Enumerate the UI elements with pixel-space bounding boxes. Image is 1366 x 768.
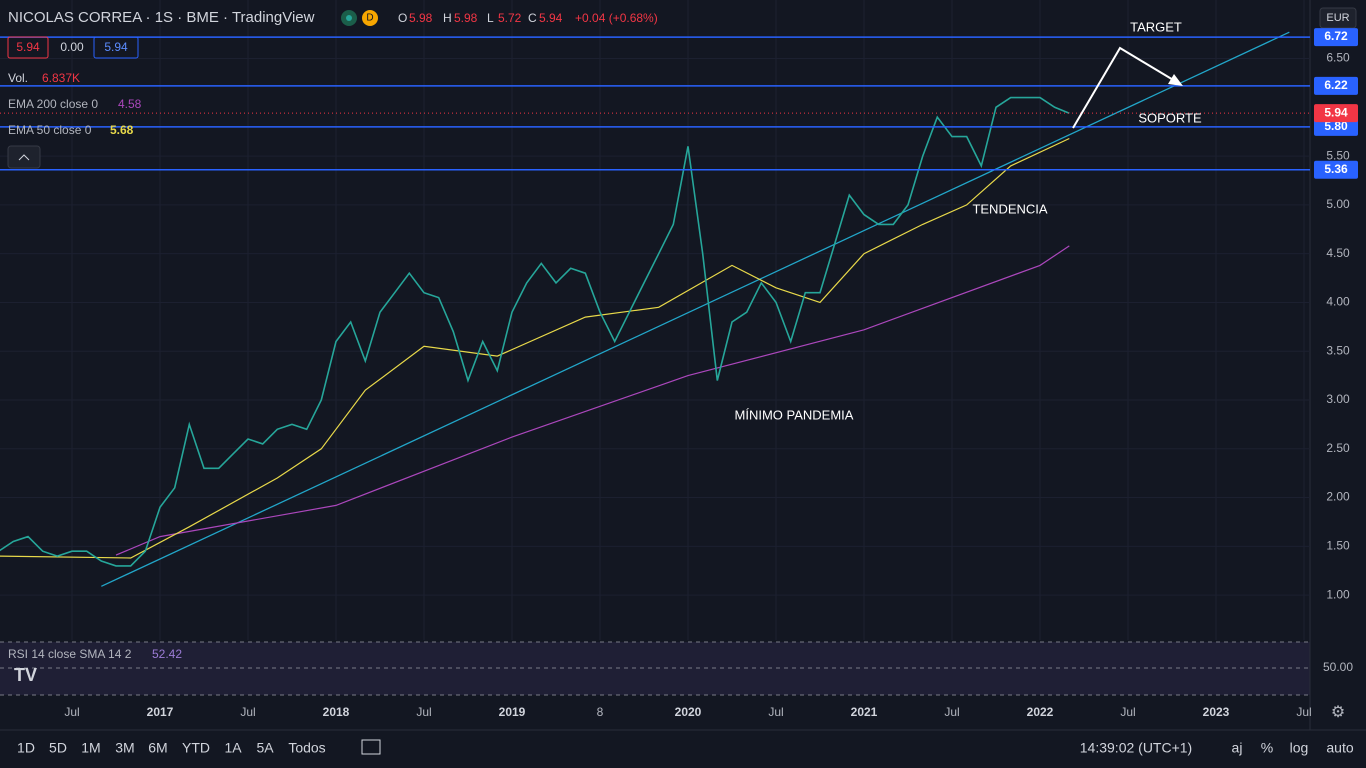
- collapse-icon: [18, 154, 30, 161]
- ohlc-key: O: [398, 11, 407, 25]
- badge: [7, 36, 49, 59]
- y-tick-label: 2.50: [1326, 441, 1350, 455]
- collapse-button[interactable]: [7, 145, 41, 169]
- vol-value: 6.837K: [42, 71, 80, 85]
- x-tick-label: 2020: [675, 705, 702, 719]
- x-tick-label: 2023: [1203, 705, 1230, 719]
- level-label: 5.36: [1324, 162, 1348, 176]
- range-button[interactable]: 1A: [224, 740, 242, 756]
- y-tick-label: 1.50: [1326, 539, 1350, 553]
- scale-option[interactable]: %: [1261, 740, 1273, 756]
- level-badge: [1314, 76, 1358, 95]
- ohlc-key: L: [487, 11, 494, 25]
- level-label: 5.80: [1324, 119, 1348, 133]
- range-button[interactable]: Todos: [288, 740, 325, 756]
- y-tick-label: 3.00: [1326, 392, 1350, 406]
- level-badge: [1314, 117, 1358, 136]
- ema200-value: 4.58: [118, 97, 142, 111]
- rsi-value: 52.42: [152, 647, 182, 661]
- y-tick-label: 4.50: [1326, 246, 1350, 260]
- x-tick-label: 2021: [851, 705, 878, 719]
- ohlc-value: 5.94: [539, 11, 563, 25]
- range-button[interactable]: 5A: [256, 740, 274, 756]
- x-tick-label: Jul: [240, 705, 255, 719]
- arrow-head: [1168, 74, 1183, 86]
- ema-line: [0, 137, 1070, 559]
- y-tick-label: 5.50: [1326, 148, 1350, 162]
- y-tick-label: 6.50: [1326, 51, 1350, 65]
- last-price-label: 5.94: [1324, 105, 1348, 119]
- range-button[interactable]: 3M: [115, 740, 134, 756]
- price-line: [0, 96, 1070, 567]
- annotation: SOPORTE: [1138, 110, 1202, 125]
- range-button[interactable]: 1D: [17, 740, 35, 756]
- scale-option[interactable]: log: [1290, 740, 1309, 756]
- x-tick-label: Jul: [1296, 705, 1311, 719]
- x-tick-label: 2017: [147, 705, 174, 719]
- target-arrow: [1072, 46, 1181, 129]
- badge-text: 0.00: [60, 40, 84, 54]
- range-button[interactable]: 6M: [148, 740, 167, 756]
- rsi-scale: 50.00: [1323, 660, 1353, 674]
- ohlc-key: C: [528, 11, 537, 25]
- clock: 14:39:02 (UTC+1): [1080, 740, 1192, 756]
- x-tick-label: Jul: [944, 705, 959, 719]
- badge: [93, 36, 139, 59]
- x-tick-label: 2018: [323, 705, 350, 719]
- y-tick-label: 5.00: [1326, 197, 1350, 211]
- ui: NICOLAS CORREA · 1S · BME · TradingView …: [7, 7, 1358, 756]
- x-tick-label: Jul: [64, 705, 79, 719]
- rsi-label: RSI 14 close SMA 14 2: [8, 647, 132, 661]
- date-range-icon[interactable]: [361, 739, 381, 755]
- annotation: MÍNIMO PANDEMIA: [735, 407, 854, 422]
- level-badge: [1314, 160, 1358, 179]
- ema50-value: 5.68: [110, 123, 134, 137]
- trendline: [101, 31, 1290, 587]
- annotation: TARGET: [1130, 19, 1182, 34]
- badge-text: 5.94: [104, 40, 128, 54]
- ohlc-value: 5.98: [454, 11, 478, 25]
- x-tick-label: 8: [597, 705, 604, 719]
- ema50-label: EMA 50 close 0: [8, 123, 92, 137]
- currency-button[interactable]: [1319, 7, 1357, 29]
- level-label: 6.22: [1324, 78, 1348, 92]
- delay-flag-label: D: [366, 13, 373, 24]
- ohlc-value: 5.98: [409, 11, 433, 25]
- ema-line: [115, 245, 1070, 556]
- x-tick-label: 2019: [499, 705, 526, 719]
- level-label: 6.72: [1324, 29, 1348, 43]
- range-button[interactable]: 5D: [49, 740, 67, 756]
- vol-label: Vol.: [8, 71, 28, 85]
- ohlc-change: +0.04 (+0.68%): [575, 11, 658, 25]
- badge-text: 5.94: [16, 40, 40, 54]
- level-badge: [1314, 28, 1358, 47]
- delay-flag: [362, 10, 378, 26]
- range-button[interactable]: YTD: [182, 740, 210, 756]
- scale-option[interactable]: aj: [1232, 740, 1243, 756]
- x-tick-label: Jul: [416, 705, 431, 719]
- logo: TV: [14, 665, 37, 685]
- y-tick-label: 4.00: [1326, 295, 1350, 309]
- y-tick-label: 2.00: [1326, 490, 1350, 504]
- settings-icon[interactable]: ⚙: [1331, 704, 1345, 721]
- last-price-badge: [1314, 104, 1358, 123]
- x-tick-label: 2022: [1027, 705, 1054, 719]
- x-tick-label: Jul: [768, 705, 783, 719]
- ohlc-key: H: [443, 11, 452, 25]
- x-tick-label: Jul: [1120, 705, 1135, 719]
- ohlc-value: 5.72: [498, 11, 522, 25]
- y-tick-label: 3.50: [1326, 343, 1350, 357]
- status-dot-inner: [346, 15, 352, 21]
- scale-option[interactable]: auto: [1326, 740, 1353, 756]
- y-tick-label: 1.00: [1326, 587, 1350, 601]
- currency: EUR: [1326, 12, 1349, 24]
- range-button[interactable]: 1M: [81, 740, 100, 756]
- ema200-label: EMA 200 close 0: [8, 97, 98, 111]
- annotation: TENDENCIA: [972, 201, 1047, 216]
- symbol: NICOLAS CORREA · 1S · BME · TradingView: [8, 9, 315, 26]
- plot: [0, 0, 1310, 640]
